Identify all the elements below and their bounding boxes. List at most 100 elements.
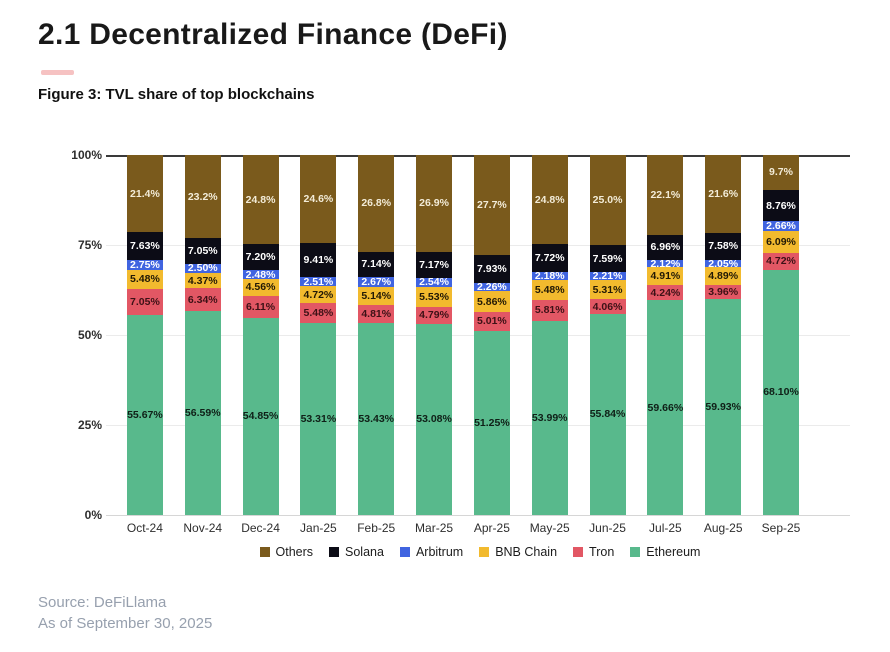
legend-item-ethereum: Ethereum [630, 545, 700, 559]
segment-value-label: 4.72% [766, 255, 796, 268]
segment-value-label: 2.12% [650, 257, 681, 270]
bar-column-Aug-25: 59.93% 3.96% 4.89% 2.05% 7.58% 21.6% [695, 155, 752, 515]
bar-column-May-25: 53.99% 5.81% 5.48% 2.18% 7.72% 24.8% [521, 155, 578, 515]
segment-tron: 4.24% [647, 284, 684, 301]
segment-others: 22.1% [647, 155, 684, 235]
segment-value-label: 4.79% [419, 309, 449, 322]
segment-arbitrum: 2.51% [300, 277, 337, 287]
segment-value-label: 2.75% [130, 258, 160, 271]
segment-value-label: 4.72% [303, 288, 334, 301]
stacked-bar-Jun-25: 55.84% 4.06% 5.31% 2.21% 7.59% 25.0% [589, 155, 626, 515]
segment-tron: 4.81% [358, 305, 395, 323]
segment-value-label: 5.14% [361, 290, 392, 303]
segment-value-label: 24.8% [534, 193, 565, 206]
y-tick-0: 0% [84, 508, 102, 522]
bar-column-Oct-24: 55.67% 7.05% 5.48% 2.75% 7.63% 21.4% [116, 155, 173, 515]
legend-swatch-icon [630, 547, 641, 557]
stacked-bar-May-25: 53.99% 5.81% 5.48% 2.18% 7.72% 24.8% [531, 155, 568, 515]
segment-value-label: 2.66% [766, 220, 796, 233]
segment-arbitrum: 2.18% [531, 270, 568, 283]
segment-tron: 4.79% [416, 306, 453, 324]
segment-value-label: 7.72% [534, 252, 565, 265]
segment-value-label: 5.48% [534, 283, 565, 296]
segment-value-label: 25.0% [592, 194, 623, 206]
segment-value-label: 2.18% [534, 270, 565, 283]
stacked-bar-Feb-25: 53.43% 4.81% 5.14% 2.67% 7.14% 26.8% [358, 155, 395, 515]
y-tick-50: 50% [77, 328, 102, 342]
segment-value-label: 51.25% [474, 416, 510, 429]
stacked-bar-Nov-24: 56.59% 6.34% 4.37% 2.50% 7.05% 23.2% [184, 154, 221, 515]
segment-solana: 7.93% [473, 254, 510, 284]
segment-value-label: 5.01% [476, 315, 507, 328]
legend-label: Others [275, 545, 314, 559]
segment-value-label: 54.85% [242, 410, 279, 423]
x-tick-May-25: May-25 [529, 521, 570, 535]
x-tick-Dec-24: Dec-24 [241, 521, 280, 535]
segment-tron: 4.06% [589, 299, 626, 314]
segment-ethereum: 59.93% [705, 299, 742, 515]
figure-caption: Figure 3: TVL share of top blockchains [38, 86, 315, 103]
segment-arbitrum: 2.26% [473, 282, 510, 293]
segment-tron: 4.72% [763, 252, 800, 270]
segment-ethereum: 59.66% [647, 300, 684, 515]
gridline-0 [106, 514, 850, 516]
segment-solana: 7.17% [416, 251, 453, 278]
source-note: Source: DeFiLlama As of September 30, 20… [38, 592, 212, 634]
segment-others: 24.8% [531, 155, 568, 245]
segment-solana: 8.76% [763, 189, 800, 222]
segment-value-label: 5.81% [534, 304, 565, 317]
stacked-bar-Oct-24: 55.67% 7.05% 5.48% 2.75% 7.63% 21.4% [126, 155, 163, 515]
segment-bnb-chain: 5.14% [358, 286, 395, 306]
segment-value-label: 6.34% [187, 293, 218, 306]
segment-value-label: 8.76% [766, 199, 796, 212]
segment-value-label: 6.09% [766, 235, 796, 248]
segment-value-label: 6.96% [650, 241, 681, 254]
segment-others: 23.2% [184, 154, 221, 239]
chart-legend: Others Solana Arbitrum BNB Chain Tron Ethereu… [110, 545, 850, 559]
segment-tron: 5.01% [473, 312, 510, 331]
segment-value-label: 53.08% [416, 413, 452, 426]
bar-column-Jul-25: 59.66% 4.24% 4.91% 2.12% 6.96% 22.1% [637, 155, 694, 515]
segment-ethereum: 53.08% [416, 323, 453, 515]
legend-swatch-icon [399, 547, 410, 557]
segment-others: 9.7% [763, 154, 800, 190]
bar-column-Sep-25: 68.10% 4.72% 6.09% 2.66% 8.76% 9.7% [753, 154, 810, 515]
segment-value-label: 23.2% [187, 190, 218, 203]
segment-arbitrum: 2.67% [358, 277, 395, 287]
x-tick-Apr-25: Apr-25 [473, 521, 510, 535]
segment-value-label: 7.14% [361, 258, 392, 271]
stacked-bar-Aug-25: 59.93% 3.96% 4.89% 2.05% 7.58% 21.6% [705, 155, 742, 515]
segment-solana: 7.05% [184, 238, 221, 264]
segment-others: 24.6% [300, 154, 337, 244]
segment-arbitrum: 2.12% [647, 257, 684, 270]
legend-swatch-icon [329, 547, 340, 557]
segment-ethereum: 56.59% [184, 311, 221, 515]
bar-column-Feb-25: 53.43% 4.81% 5.14% 2.67% 7.14% 26.8% [348, 155, 405, 515]
x-tick-Oct-24: Oct-24 [126, 521, 163, 535]
bar-column-Apr-25: 51.25% 5.01% 5.86% 2.26% 7.93% 27.7% [463, 154, 520, 515]
segment-bnb-chain: 4.91% [647, 267, 684, 285]
stacked-bar-Jan-25: 53.31% 5.48% 4.72% 2.51% 9.41% 24.6% [300, 154, 337, 515]
segment-value-label: 2.50% [187, 262, 218, 275]
stacked-bar-Dec-24: 54.85% 6.11% 4.56% 2.48% 7.20% 24.8% [242, 155, 279, 515]
segment-ethereum: 53.31% [300, 323, 337, 515]
segment-arbitrum: 2.48% [242, 269, 279, 280]
segment-value-label: 24.8% [245, 193, 276, 206]
stacked-bar-Sep-25: 68.10% 4.72% 6.09% 2.66% 8.76% 9.7% [763, 154, 800, 515]
segment-value-label: 4.89% [708, 270, 739, 283]
y-tick-25: 25% [77, 418, 102, 432]
segment-value-label: 22.1% [650, 188, 681, 201]
segment-ethereum: 53.99% [531, 320, 568, 515]
segment-bnb-chain: 5.86% [473, 291, 510, 313]
segment-ethereum: 53.43% [358, 322, 395, 515]
segment-value-label: 2.05% [708, 257, 739, 270]
legend-label: Arbitrum [415, 545, 464, 559]
segment-ethereum: 68.10% [763, 269, 800, 515]
segment-tron: 3.96% [705, 285, 742, 300]
segment-bnb-chain: 4.72% [300, 286, 337, 304]
legend-item-tron: Tron [573, 545, 614, 559]
segment-value-label: 53.43% [358, 412, 395, 425]
legend-label: Tron [589, 545, 615, 559]
segment-value-label: 56.59% [184, 407, 221, 420]
